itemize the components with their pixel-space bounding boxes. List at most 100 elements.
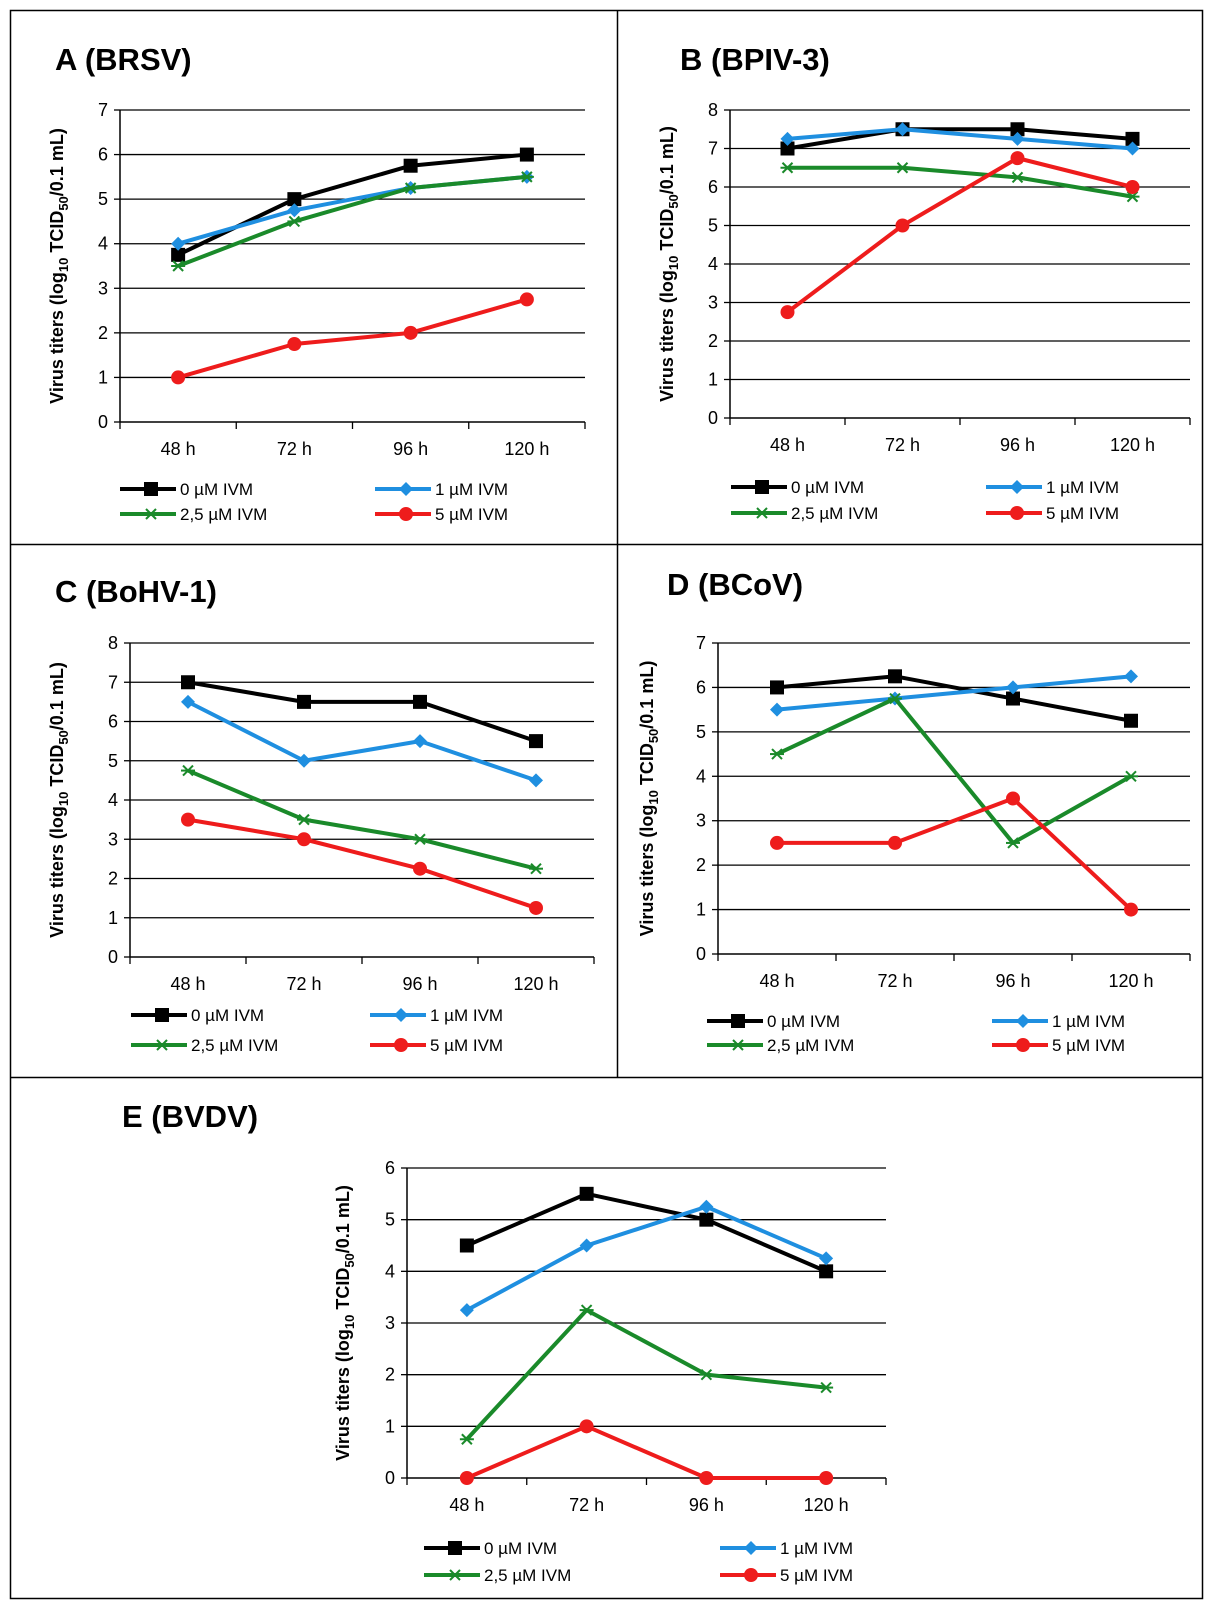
data-point-stroke-d2 bbox=[1126, 190, 1139, 203]
legend-entry-2-5-m-ivm: 2,5 µM IVM bbox=[707, 1036, 854, 1055]
y-axis-title-part: TCID bbox=[637, 743, 657, 790]
legend-label: 5 µM IVM bbox=[430, 1036, 503, 1055]
series-2-5-m-ivm bbox=[780, 162, 1140, 203]
legend-label: 5 µM IVM bbox=[780, 1566, 853, 1585]
data-point bbox=[1006, 791, 1020, 806]
legend-entry-1-m-ivm: 1 µM IVM bbox=[986, 478, 1119, 497]
data-point bbox=[403, 325, 418, 340]
data-point bbox=[1125, 131, 1140, 146]
panel-title: D (BCoV) bbox=[667, 567, 803, 602]
y-tick-label: 7 bbox=[696, 633, 706, 653]
series-line bbox=[776, 674, 1132, 723]
panel-a-brsv: A (BRSV) 0 1 2 3 4 5 6 7 48 h 72 h 96 h 120 h Virus t… bbox=[47, 42, 586, 524]
data-point-stroke-d2 bbox=[700, 1368, 713, 1381]
data-point bbox=[819, 1264, 834, 1279]
data-point bbox=[770, 680, 784, 695]
legend-marker-stroke-d2 bbox=[449, 1569, 461, 1581]
y-axis-title-subscript: 10 bbox=[666, 256, 681, 270]
y-axis-title-subscript: 10 bbox=[646, 790, 661, 804]
data-point bbox=[699, 1368, 714, 1381]
data-point bbox=[413, 734, 427, 749]
y-axis-title-subscript: 10 bbox=[342, 1315, 357, 1329]
y-tick-label: 6 bbox=[696, 677, 706, 697]
legend-entry-0-m-ivm: 0 µM IVM bbox=[131, 1006, 264, 1025]
series-line bbox=[466, 1424, 827, 1480]
x-tick-label: 72 h bbox=[277, 439, 312, 459]
y-axis-title-part: Virus titers (log bbox=[657, 270, 677, 402]
legend-label: 2,5 µM IVM bbox=[484, 1566, 571, 1585]
legend-entry-0-m-ivm: 0 µM IVM bbox=[707, 1012, 840, 1031]
data-point-stroke-d2 bbox=[781, 162, 794, 174]
panel-title: A (BRSV) bbox=[55, 42, 192, 77]
series-line bbox=[465, 1204, 827, 1312]
legend-marker-stroke-d2 bbox=[756, 507, 768, 519]
y-tick-label: 5 bbox=[696, 722, 706, 742]
legend-marker bbox=[155, 1008, 169, 1022]
legend-label: 0 µM IVM bbox=[767, 1012, 840, 1031]
x-tick-label: 48 h bbox=[161, 439, 196, 459]
data-point bbox=[780, 141, 795, 156]
data-point bbox=[171, 247, 186, 262]
legend-label: 5 µM IVM bbox=[435, 505, 508, 524]
y-axis-title: Virus titers (log10 TCID50/0.1 mL) bbox=[333, 1185, 357, 1461]
data-point-stroke-d2 bbox=[288, 215, 301, 228]
y-tick-label: 8 bbox=[708, 100, 718, 120]
data-point bbox=[403, 182, 418, 194]
x-tick-label: 96 h bbox=[689, 1495, 724, 1515]
legend-label: 5 µM IVM bbox=[1052, 1036, 1125, 1055]
data-point bbox=[181, 764, 195, 777]
data-point-stroke-d2 bbox=[298, 813, 310, 826]
panel-title: B (BPIV-3) bbox=[680, 42, 830, 77]
data-point bbox=[297, 832, 311, 847]
legend-entry-0-m-ivm: 0 µM IVM bbox=[424, 1539, 557, 1558]
y-axis-title-subscript: 10 bbox=[56, 792, 71, 806]
x-tick-label: 96 h bbox=[995, 971, 1030, 991]
legend-entry-2-5-m-ivm: 2,5 µM IVM bbox=[120, 505, 267, 524]
legend-marker bbox=[755, 507, 769, 519]
x-tick-label: 72 h bbox=[569, 1495, 604, 1515]
legend-entry-2-5-m-ivm: 2,5 µM IVM bbox=[731, 504, 878, 523]
data-point bbox=[888, 669, 902, 684]
data-point bbox=[1010, 151, 1025, 166]
legend-marker bbox=[731, 1039, 745, 1051]
data-point bbox=[529, 734, 543, 749]
panel-c-bohv1: C (BoHV-1) 0 1 2 3 4 5 6 7 8 48 h 72 h 96 h 120 h Viru… bbox=[47, 574, 595, 1055]
y-axis-title-part: Virus titers (log bbox=[637, 805, 657, 937]
panel-e-bvdv: E (BVDV) 0 1 2 3 4 5 6 48 h 72 h 96 h 120 h Virus ti… bbox=[122, 1099, 887, 1585]
y-tick-label: 3 bbox=[108, 829, 118, 849]
legend-label: 1 µM IVM bbox=[780, 1539, 853, 1558]
y-axis-title: Virus titers (log10 TCID50/0.1 mL) bbox=[47, 662, 71, 938]
legend-marker bbox=[394, 1008, 408, 1022]
series-line bbox=[465, 1308, 827, 1441]
y-axis-title-part: TCID bbox=[333, 1268, 353, 1315]
y-axis-title: Virus titers (log10 TCID50/0.1 mL) bbox=[637, 661, 661, 937]
y-tick-label: 5 bbox=[385, 1210, 395, 1230]
data-point bbox=[413, 694, 427, 709]
y-axis-title-part: TCID bbox=[657, 209, 677, 256]
legend-label: 0 µM IVM bbox=[191, 1006, 264, 1025]
data-point bbox=[287, 215, 302, 228]
data-point bbox=[1010, 171, 1025, 184]
y-tick-label: 2 bbox=[108, 869, 118, 889]
data-point bbox=[297, 694, 311, 709]
series-5-m-ivm bbox=[181, 812, 543, 915]
data-point bbox=[1125, 180, 1140, 194]
panel-title: E (BVDV) bbox=[122, 1099, 258, 1134]
y-axis-title-subscript: 50 bbox=[666, 194, 681, 208]
panel-b-bpiv3: B (BPIV-3) 0 1 2 3 4 5 6 7 8 48 h 72 h 96 h 120 h Viru… bbox=[657, 42, 1191, 523]
data-point bbox=[780, 162, 795, 174]
data-point bbox=[459, 1303, 474, 1318]
y-axis-title-part: /0.1 mL) bbox=[47, 662, 67, 730]
legend-marker bbox=[144, 508, 158, 520]
series-5-m-ivm bbox=[780, 151, 1140, 320]
series-line bbox=[187, 817, 537, 910]
legend-label: 0 µM IVM bbox=[180, 480, 253, 499]
data-point bbox=[579, 1238, 594, 1253]
y-tick-label: 1 bbox=[108, 908, 118, 928]
y-tick-label: 0 bbox=[108, 947, 118, 967]
legend-marker bbox=[731, 1014, 745, 1028]
series-1-m-ivm bbox=[780, 122, 1140, 156]
series-0-m-ivm bbox=[459, 1186, 834, 1279]
data-point bbox=[699, 1199, 714, 1214]
data-point bbox=[529, 862, 543, 875]
